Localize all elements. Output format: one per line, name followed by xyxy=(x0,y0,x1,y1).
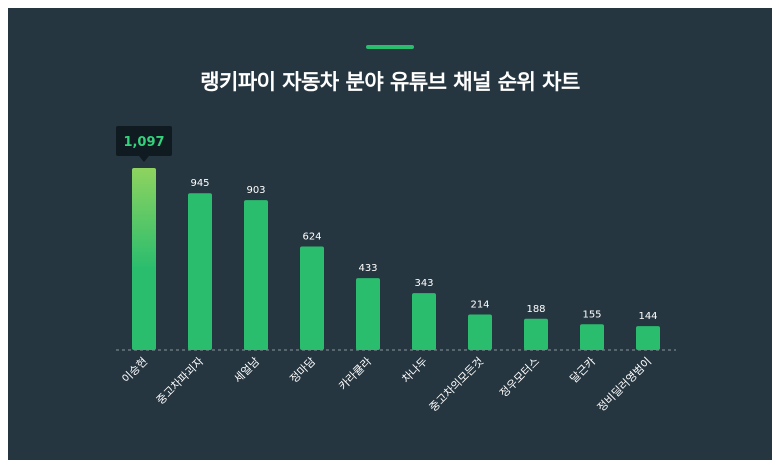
bar-5 xyxy=(356,278,380,350)
bar-3 xyxy=(244,200,268,350)
bar-chart: 이승현 945 중고차파괴자 903 세얼남 624 정마담 433 카라큘라 343 차나두 214… xyxy=(116,126,676,414)
bar-8 xyxy=(524,318,548,350)
bar-4 xyxy=(300,246,324,350)
bar-9 xyxy=(580,324,604,350)
category-label: 정우모터스 xyxy=(497,355,542,400)
title-accent-bar xyxy=(366,45,414,49)
bar-7 xyxy=(468,314,492,350)
category-label: 달근카 xyxy=(567,355,598,386)
category-label: 차나두 xyxy=(399,355,430,386)
category-label: 카라큘라 xyxy=(336,355,374,393)
highlight-value-label: 1,097 xyxy=(123,135,164,150)
chart-panel: 랭키파이 자동차 분야 유튜브 채널 순위 차트 이승현 945 중고차파괴자 903… xyxy=(8,8,772,460)
highlight-tooltip xyxy=(116,126,172,156)
chart-title: 랭키파이 자동차 분야 유튜브 채널 순위 차트 xyxy=(200,70,580,94)
bar-6 xyxy=(412,293,436,350)
value-label: 433 xyxy=(358,263,377,274)
tooltip-pointer xyxy=(139,156,149,162)
category-label: 이승현 xyxy=(119,355,150,386)
value-label: 945 xyxy=(190,178,209,189)
category-label: 정비딜러영범이 xyxy=(595,355,654,414)
value-label: 624 xyxy=(302,231,321,242)
bar-1 xyxy=(132,168,156,350)
category-label: 정마담 xyxy=(287,355,318,386)
value-label: 343 xyxy=(414,278,433,289)
value-label: 144 xyxy=(638,311,657,322)
bar-2 xyxy=(188,193,212,350)
value-label: 214 xyxy=(470,299,489,310)
category-label: 세얼남 xyxy=(231,354,262,385)
bar-10 xyxy=(636,326,660,350)
value-label: 903 xyxy=(246,185,265,196)
value-label: 155 xyxy=(582,309,601,320)
category-label: 중고차의모든것 xyxy=(427,355,486,414)
category-label: 중고차파괴자 xyxy=(154,355,206,407)
value-label: 188 xyxy=(526,304,545,315)
